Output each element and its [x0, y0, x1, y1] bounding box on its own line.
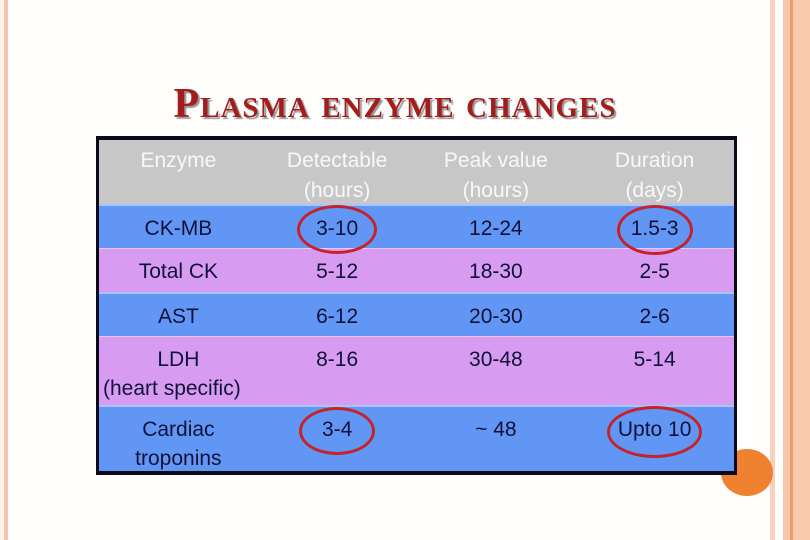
- cell-value: AST: [157, 305, 199, 328]
- cell-value: 30-48: [469, 348, 523, 371]
- cell-peak-value: ~ 48: [417, 407, 576, 471]
- cell-detectable: 3-4: [258, 407, 417, 471]
- cell-duration: 5-14: [575, 337, 734, 405]
- cell-value: 5-14: [633, 348, 676, 371]
- cell-value: 20-30: [469, 305, 523, 328]
- cell-value: Total CK: [138, 260, 219, 283]
- left-edge-stripe: [4, 0, 8, 540]
- cell-detectable: 6-12: [258, 294, 417, 336]
- cell-duration: Upto 10: [575, 406, 734, 471]
- cell-enzyme: LDH (heart specific): [99, 337, 258, 405]
- left-edge-faint-stripe: [0, 0, 3, 540]
- right-edge-stripe-2: [783, 0, 790, 540]
- cell-value: Cardiac: [142, 418, 215, 441]
- table-row-cardiac-troponins: Cardiac troponins 3-4 ~ 48 Upto 10: [99, 405, 734, 471]
- cell-detectable: 3-10: [258, 205, 417, 254]
- table-row-total-ck: Total CK 5-12 18-30 2-5: [99, 248, 734, 292]
- cell-enzyme: Cardiac troponins: [99, 407, 258, 471]
- cell-peak-value: 18-30: [417, 249, 576, 292]
- slide-title: Plasma enzyme changes: [0, 81, 790, 127]
- cell-value: 2-5: [639, 260, 670, 283]
- cell-duration: 2-5: [575, 249, 734, 292]
- red-ellipse-annotation: Upto 10: [606, 406, 702, 458]
- cell-value: CK-MB: [144, 217, 213, 240]
- cell-value: 3-4: [321, 418, 353, 441]
- cell-value: Upto 10: [617, 418, 692, 441]
- header-unit: (hours): [462, 179, 530, 202]
- header-unit: (hours): [303, 179, 371, 202]
- cell-value: 18-30: [469, 260, 523, 283]
- red-ellipse-annotation: 1.5-3: [616, 205, 693, 255]
- right-edge-stripe-1: [770, 0, 775, 540]
- plasma-enzyme-table: Enzyme Detectable (hours) Peak value (ho…: [96, 136, 737, 475]
- cell-value: troponins: [135, 447, 222, 470]
- cell-peak-value: 20-30: [417, 294, 576, 336]
- cell-duration: 1.5-3: [575, 205, 734, 255]
- header-label: Peak value: [443, 149, 548, 172]
- cell-enzyme: Total CK: [99, 249, 258, 292]
- header-cell-enzyme: Enzyme: [99, 140, 258, 204]
- cell-detectable: 5-12: [258, 249, 417, 292]
- header-label: Enzyme: [140, 149, 217, 172]
- cell-peak-value: 12-24: [417, 206, 576, 248]
- table-row-ldh: LDH (heart specific) 8-16 30-48 5-14: [99, 336, 734, 405]
- title-lead-cap: P: [173, 81, 201, 128]
- cell-value: 6-12: [316, 305, 359, 328]
- cell-value: 2-6: [639, 305, 670, 328]
- header-cell-duration: Duration (days): [575, 140, 734, 204]
- cell-value: 5-12: [316, 260, 359, 283]
- cell-enzyme: AST: [99, 294, 258, 336]
- cell-value: 3-10: [316, 217, 359, 240]
- table-row-ck-mb: CK-MB 3-10 12-24 1.5-3: [99, 204, 734, 255]
- header-unit: (days): [625, 179, 684, 202]
- red-ellipse-annotation: 3-10: [297, 205, 378, 254]
- header-cell-peak-value: Peak value (hours): [417, 140, 576, 204]
- cell-value: LDH: [157, 348, 200, 371]
- cell-value: 1.5-3: [630, 217, 679, 240]
- right-edge-stripe-4: [793, 0, 810, 540]
- cell-detectable: 8-16: [258, 337, 417, 405]
- cell-note: (heart specific): [103, 377, 241, 400]
- red-ellipse-annotation: 3-4: [298, 407, 376, 455]
- header-cell-detectable: Detectable (hours): [258, 140, 417, 204]
- cell-value: 8-16: [316, 348, 359, 371]
- header-label: Duration: [614, 149, 695, 172]
- table-row-ast: AST 6-12 20-30 2-6: [99, 292, 734, 336]
- right-edge-stripe-3: [790, 0, 793, 540]
- table-header-row: Enzyme Detectable (hours) Peak value (ho…: [99, 140, 734, 204]
- cell-peak-value: 30-48: [417, 337, 576, 405]
- header-label: Detectable: [286, 149, 388, 172]
- cell-value: ~ 48: [475, 418, 517, 441]
- title-small-caps: lasma enzyme changes: [200, 81, 617, 128]
- cell-enzyme: CK-MB: [99, 206, 258, 248]
- cell-duration: 2-6: [575, 294, 734, 336]
- cell-value: 12-24: [469, 217, 523, 240]
